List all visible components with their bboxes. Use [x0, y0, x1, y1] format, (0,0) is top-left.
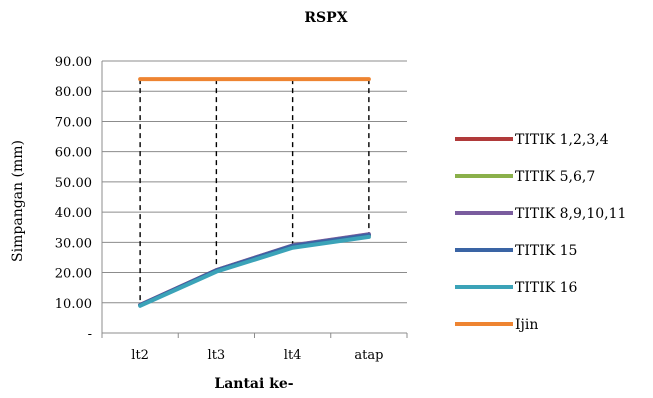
- y-tick-label: 50.00: [55, 176, 92, 191]
- y-tick-label: 30.00: [55, 236, 92, 251]
- y-tick-label: 60.00: [55, 146, 92, 161]
- x-tick-label: lt4: [284, 348, 302, 363]
- x-tick-labels: lt2 lt3 lt4 atap: [131, 348, 383, 363]
- drop-lines: [139, 79, 370, 306]
- y-tick-label: -: [88, 327, 92, 342]
- y-tick-label: 90.00: [55, 55, 92, 70]
- x-tick-label: lt3: [208, 348, 226, 363]
- series-lines: [138, 77, 371, 308]
- series-line: [138, 234, 371, 308]
- y-tick-labels: - 10.00 20.00 30.00 40.00 50.00 60.00 70.00 80.0…: [55, 55, 92, 342]
- y-tick-label: 80.00: [55, 85, 92, 100]
- gridlines: [102, 60, 407, 304]
- y-tick-label: 40.00: [55, 206, 92, 221]
- axes: [101, 61, 408, 338]
- legend-label: TITIK 5,6,7: [515, 169, 595, 185]
- legend-label: Ijin: [515, 317, 538, 333]
- legend-label: TITIK 1,2,3,4: [515, 132, 609, 148]
- y-axis-label: Simpangan (mm): [10, 140, 26, 262]
- series-line: [138, 233, 371, 308]
- y-tick-label: 10.00: [55, 297, 92, 312]
- legend-label: TITIK 15: [515, 243, 577, 259]
- legend: TITIK 1,2,3,4 TITIK 5,6,7 TITIK 8,9,10,11 T…: [455, 132, 626, 333]
- series-line: [138, 232, 371, 307]
- y-tick-label: 70.00: [55, 115, 92, 130]
- x-tick-label: lt2: [131, 348, 149, 363]
- x-axis-label: Lantai ke-: [214, 376, 293, 392]
- chart-title: RSPX: [304, 10, 347, 26]
- y-tick-label: 20.00: [55, 267, 92, 282]
- legend-label: TITIK 8,9,10,11: [515, 206, 626, 222]
- legend-label: TITIK 16: [515, 280, 578, 296]
- series-line: [138, 233, 371, 308]
- x-tick-label: atap: [354, 348, 383, 363]
- series-line: [138, 232, 371, 307]
